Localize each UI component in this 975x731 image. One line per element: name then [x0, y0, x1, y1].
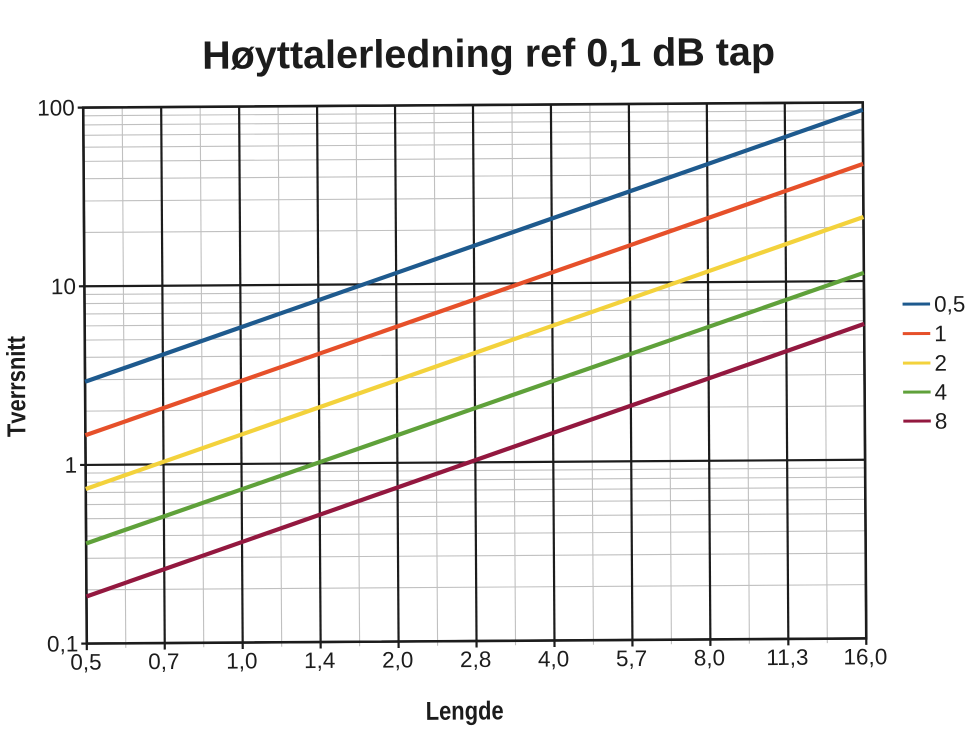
svg-text:4: 4: [935, 380, 948, 405]
svg-text:Lengde: Lengde: [426, 695, 504, 726]
svg-text:0,5: 0,5: [70, 649, 101, 674]
svg-text:100: 100: [37, 95, 75, 120]
svg-text:1,4: 1,4: [304, 648, 335, 673]
svg-text:1,0: 1,0: [226, 648, 257, 673]
svg-text:1: 1: [65, 453, 78, 478]
svg-text:16,0: 16,0: [843, 644, 887, 669]
svg-text:1: 1: [934, 321, 947, 346]
svg-text:0,5: 0,5: [934, 291, 965, 316]
svg-text:Tverrsnitt: Tverrsnitt: [1, 336, 32, 437]
svg-text:2,0: 2,0: [382, 647, 413, 672]
svg-text:0,7: 0,7: [148, 649, 179, 674]
svg-text:10: 10: [51, 274, 76, 299]
svg-text:0,1: 0,1: [47, 631, 78, 656]
svg-text:5,7: 5,7: [616, 646, 647, 671]
svg-text:8,0: 8,0: [694, 645, 725, 670]
svg-text:2,8: 2,8: [460, 647, 491, 672]
svg-text:2: 2: [934, 351, 947, 376]
svg-text:Høyttalerledning ref 0,1 dB ta: Høyttalerledning ref 0,1 dB tap: [202, 30, 775, 78]
svg-text:4,0: 4,0: [538, 646, 569, 671]
svg-text:11,3: 11,3: [766, 645, 808, 670]
svg-text:8: 8: [935, 409, 948, 434]
